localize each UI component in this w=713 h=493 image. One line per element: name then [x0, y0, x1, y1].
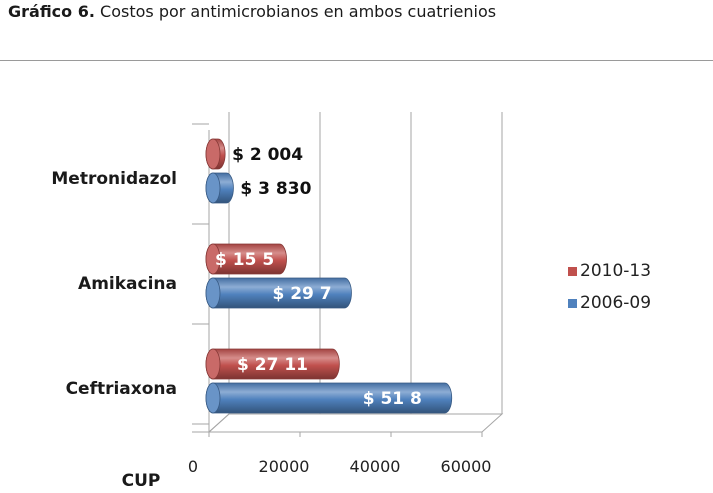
x-tick-label: 60000	[441, 457, 492, 476]
x-tick-label: 0	[188, 457, 198, 476]
legend-label: 2006-09	[580, 293, 651, 313]
category-label: Metronidazol	[51, 169, 177, 189]
data-label: $ 29 7	[272, 284, 331, 304]
data-label: $ 27 11	[237, 355, 308, 375]
figure-caption: Gráfico 6. Costos por antimicrobianos en…	[8, 2, 496, 21]
data-label: $ 3 830	[240, 179, 311, 199]
bar-cap	[205, 172, 221, 204]
bar-cap	[205, 348, 221, 380]
x-axis-label: CUP	[122, 471, 161, 491]
bar-cap	[205, 243, 221, 275]
bar-cap	[205, 138, 221, 170]
chart-floor	[207, 413, 504, 433]
category-label: Amikacina	[78, 274, 177, 294]
x-tick-label: 40000	[350, 457, 401, 476]
figure-caption-text: Costos por antimicrobianos en ambos cuat…	[100, 2, 497, 21]
chart-bars	[205, 138, 453, 414]
data-label: $ 51 8	[363, 389, 422, 409]
bar-cap	[205, 277, 221, 309]
data-label: $ 15 5	[215, 250, 274, 270]
chart-text: 0 20000 40000 60000 Metronidazol $ 2 004 $ 3 8…	[51, 145, 651, 491]
category-label: Ceftriaxona	[66, 379, 177, 399]
data-label: $ 2 004	[232, 145, 303, 165]
legend-label: 2010-13	[580, 261, 651, 281]
legend-swatch	[568, 299, 577, 308]
x-tick-label: 20000	[259, 457, 310, 476]
figure-caption-label: Gráfico 6.	[8, 2, 95, 21]
caption-divider	[0, 60, 713, 61]
bar-cap	[205, 382, 221, 414]
legend-swatch	[568, 267, 577, 276]
